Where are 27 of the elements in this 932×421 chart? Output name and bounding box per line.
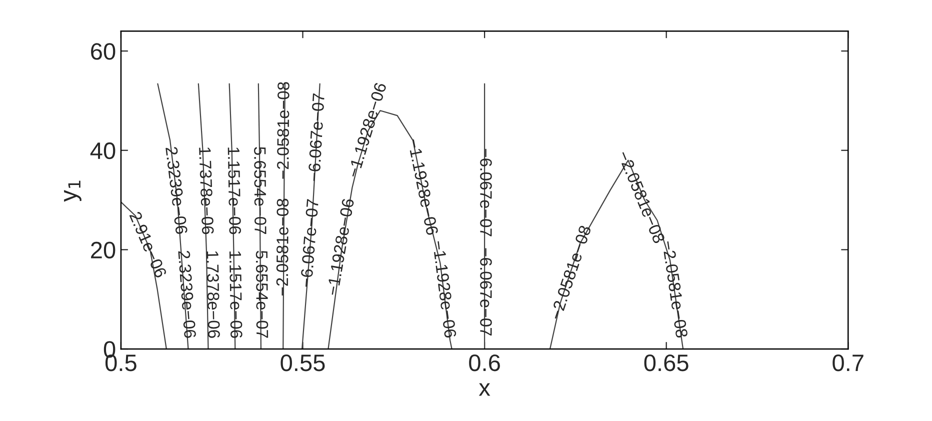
x-tick-label: 0.65: [644, 354, 688, 372]
annotation: −6.067e−07: [300, 199, 319, 288]
annotation: −1.1928e−06: [432, 240, 456, 338]
annotation: −6.067e−07: [308, 93, 325, 182]
annotation: 1.7378e−06: [198, 147, 214, 234]
annotation: −2.0581e−08: [276, 82, 290, 179]
line-series: [120, 201, 167, 350]
x-axis-title: x: [478, 383, 490, 396]
annotation: 1.1517e−06: [228, 147, 242, 234]
annotation: 5.6554e−07: [254, 146, 266, 234]
annotation: 5.6554e−07: [256, 250, 268, 338]
annotation: 2.3239e−06: [165, 146, 188, 234]
y-tick-label: 60: [91, 43, 116, 60]
y-tick-label: 20: [91, 242, 116, 258]
y-tick-label: 40: [90, 142, 116, 160]
annotation: 2.3239e−06: [178, 250, 196, 338]
annotation: −2.0581e−08: [276, 198, 289, 296]
annotation: −2.0581e−08: [662, 240, 688, 338]
x-tick-label: 0.7: [832, 354, 864, 372]
x-tick-label: 0.6: [469, 354, 500, 372]
y-axis-title: y$_{1}$: [64, 180, 82, 202]
annotation: −6.067e−07: [480, 148, 492, 236]
annotation: 1.7378e−06: [206, 251, 220, 338]
annotation: −1.1928e−06: [326, 198, 354, 296]
x-tick-label: 0.55: [280, 354, 325, 372]
annotation: −6.067e−07: [480, 248, 492, 336]
annotation: 1.1517e−06: [229, 251, 242, 338]
